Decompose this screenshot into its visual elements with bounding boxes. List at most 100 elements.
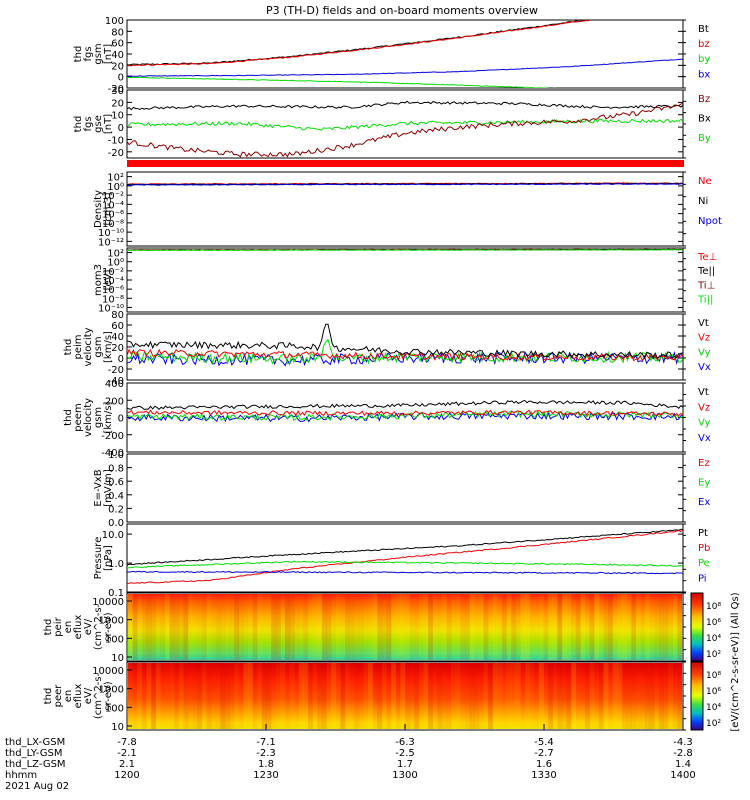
spectrogram-texture bbox=[525, 594, 530, 660]
y-tick-label: 20 bbox=[111, 61, 124, 72]
spectrogram-texture bbox=[520, 663, 525, 729]
spectrogram-texture bbox=[465, 663, 470, 729]
y-tick-label: 10 bbox=[111, 111, 124, 122]
spectrogram-texture bbox=[654, 663, 659, 729]
y-axis-label: thd bbox=[43, 688, 54, 705]
colorbar-tick-label: 10⁸ bbox=[706, 602, 721, 612]
spectrogram-texture bbox=[631, 663, 637, 729]
y-axis-label: Density bbox=[93, 190, 104, 228]
y-tick-label: 1.0 bbox=[108, 559, 124, 570]
spectrogram-texture bbox=[155, 663, 161, 729]
spectrogram-texture bbox=[234, 663, 240, 729]
spectrogram-texture bbox=[677, 663, 683, 729]
y-tick-label: 80 bbox=[111, 27, 124, 38]
spectrogram-texture bbox=[423, 663, 429, 729]
spectrogram-texture bbox=[497, 594, 502, 660]
spectrogram-texture bbox=[146, 663, 152, 729]
spectrogram-texture bbox=[331, 594, 336, 660]
legend-Vy: Vy bbox=[698, 418, 711, 429]
spectrogram-texture bbox=[178, 594, 184, 660]
spectrogram-texture bbox=[566, 594, 572, 660]
spectrogram-texture bbox=[377, 594, 383, 660]
legend-Ez: Ez bbox=[698, 458, 710, 469]
spectrogram-texture bbox=[538, 663, 544, 729]
spectrogram-texture bbox=[553, 663, 558, 729]
panel-frame bbox=[126, 89, 684, 159]
spectrogram-texture bbox=[141, 594, 147, 660]
spectrogram-texture bbox=[649, 663, 655, 729]
legend-Bz: Bz bbox=[698, 94, 710, 105]
y-axis-label: thd bbox=[63, 409, 74, 426]
spectrogram-texture bbox=[151, 594, 156, 660]
spectrogram-texture bbox=[603, 663, 609, 729]
y-tick-label: -20 bbox=[108, 84, 124, 95]
panel-frame bbox=[126, 19, 684, 89]
y-axis-label: en bbox=[63, 621, 74, 634]
y-axis-label: thd bbox=[63, 339, 74, 356]
spectrogram-texture bbox=[359, 663, 364, 729]
spectrogram-texture bbox=[561, 594, 567, 660]
spectrogram-texture bbox=[640, 663, 646, 729]
colorbar-label: [eV/(cm^2-s-sr-eV)] (All Qs) bbox=[730, 592, 741, 731]
spectrogram-texture bbox=[585, 663, 590, 729]
spectrogram-texture bbox=[451, 594, 456, 660]
spectrogram-texture bbox=[321, 663, 327, 729]
series-Pt bbox=[127, 528, 683, 566]
spectrogram-texture bbox=[506, 594, 512, 660]
spectrogram-texture bbox=[381, 594, 387, 660]
spectrogram-texture bbox=[252, 594, 258, 660]
spectrogram-texture bbox=[410, 594, 415, 660]
series-Ti|| bbox=[127, 249, 683, 252]
y-axis-label: Pressure bbox=[93, 537, 104, 580]
x-tick-label: 1230 bbox=[253, 770, 278, 781]
spectrogram-texture bbox=[663, 594, 669, 660]
spectrogram-texture bbox=[169, 594, 175, 660]
spectrogram-texture bbox=[612, 663, 618, 729]
spectrogram-texture bbox=[225, 594, 230, 660]
spectrogram-texture bbox=[308, 594, 313, 660]
spectrogram-texture bbox=[206, 663, 212, 729]
colorbar-tick-label: 10⁴ bbox=[706, 634, 721, 644]
spectrogram-texture bbox=[557, 594, 563, 660]
legend-Pt: Pt bbox=[698, 528, 708, 539]
series-Bz bbox=[127, 102, 683, 158]
y-tick-label: 100 bbox=[105, 16, 124, 27]
y-axis-label: [nT] bbox=[103, 44, 114, 64]
spectrogram-texture bbox=[303, 594, 309, 660]
spectrogram-texture bbox=[372, 594, 378, 660]
panel-frame bbox=[126, 453, 684, 523]
spectrogram-texture bbox=[621, 663, 627, 729]
spectrogram-texture bbox=[239, 663, 244, 729]
x-tick-label: -2.7 bbox=[534, 748, 554, 759]
legend-Te||: Te|| bbox=[697, 266, 715, 277]
y-tick-label: -20 bbox=[108, 365, 124, 376]
spectrogram-texture bbox=[151, 663, 156, 729]
x-tick-label: 1400 bbox=[670, 770, 695, 781]
x-tick-label: 1.8 bbox=[258, 759, 274, 770]
y-tick-label: 0 bbox=[118, 414, 124, 425]
spectrogram-texture bbox=[317, 594, 323, 660]
spectrogram-texture bbox=[469, 594, 475, 660]
y-tick-label: 10⁻⁴ bbox=[102, 276, 124, 287]
colorbar bbox=[690, 592, 704, 662]
legend-Ex: Ex bbox=[698, 497, 710, 508]
spectrogram-texture bbox=[525, 663, 530, 729]
colorbar-tick-label: 10⁴ bbox=[706, 703, 721, 713]
spectrogram-texture bbox=[183, 663, 189, 729]
spectrogram-texture bbox=[469, 663, 475, 729]
spectrogram-texture bbox=[248, 663, 253, 729]
spectrogram-texture bbox=[271, 663, 276, 729]
legend-Ne: Ne bbox=[698, 176, 712, 187]
panel-p7: 1.0 0.8 0.6 0.4 0.2 0.0 E=-VxB [mV/m] Ez Ey Ex bbox=[93, 450, 710, 529]
spectrogram-texture bbox=[488, 594, 493, 660]
spectrogram-texture bbox=[211, 663, 216, 729]
spectrogram-texture bbox=[215, 663, 221, 729]
y-tick-label: 100 bbox=[105, 703, 124, 714]
spectrogram-texture bbox=[137, 663, 143, 729]
y-axis-label: [km/s] bbox=[103, 401, 114, 433]
colorbar-tick-label: 10² bbox=[706, 719, 721, 729]
spectrogram-texture bbox=[552, 594, 558, 660]
spectrogram-texture bbox=[497, 663, 503, 729]
spectrogram-texture bbox=[381, 663, 387, 729]
